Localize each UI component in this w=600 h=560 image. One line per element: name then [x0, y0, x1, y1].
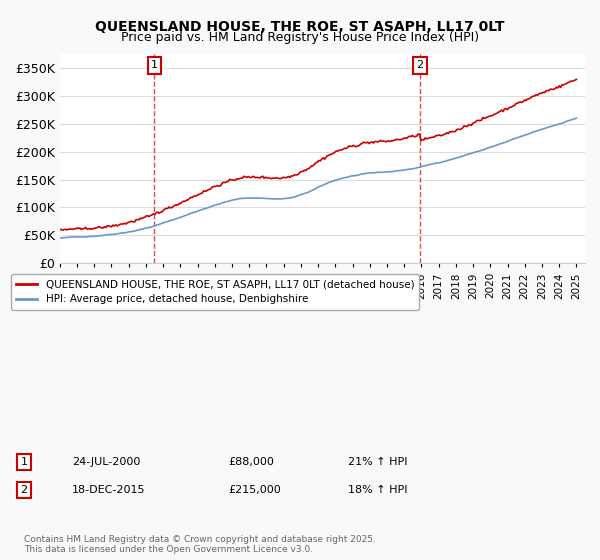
Text: 1: 1 [151, 60, 158, 71]
Text: QUEENSLAND HOUSE, THE ROE, ST ASAPH, LL17 0LT: QUEENSLAND HOUSE, THE ROE, ST ASAPH, LL1… [95, 20, 505, 34]
Text: Contains HM Land Registry data © Crown copyright and database right 2025.
This d: Contains HM Land Registry data © Crown c… [24, 535, 376, 554]
Text: £88,000: £88,000 [228, 457, 274, 467]
Text: 2: 2 [20, 485, 28, 495]
Text: 2: 2 [416, 60, 424, 71]
Text: 24-JUL-2000: 24-JUL-2000 [72, 457, 140, 467]
Text: 18-DEC-2015: 18-DEC-2015 [72, 485, 146, 495]
Text: 1: 1 [20, 457, 28, 467]
Text: 21% ↑ HPI: 21% ↑ HPI [348, 457, 407, 467]
Legend: QUEENSLAND HOUSE, THE ROE, ST ASAPH, LL17 0LT (detached house), HPI: Average pri: QUEENSLAND HOUSE, THE ROE, ST ASAPH, LL1… [11, 274, 419, 310]
Text: Price paid vs. HM Land Registry's House Price Index (HPI): Price paid vs. HM Land Registry's House … [121, 31, 479, 44]
Text: £215,000: £215,000 [228, 485, 281, 495]
Text: 18% ↑ HPI: 18% ↑ HPI [348, 485, 407, 495]
